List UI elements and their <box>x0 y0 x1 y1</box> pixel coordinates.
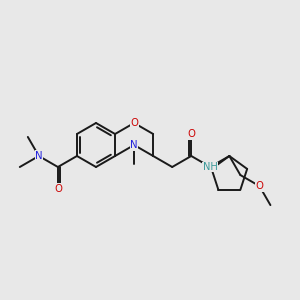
Text: N: N <box>130 140 138 150</box>
Text: O: O <box>54 184 62 194</box>
Text: N: N <box>35 151 43 161</box>
Text: O: O <box>130 118 138 128</box>
Text: NH: NH <box>203 162 218 172</box>
Text: O: O <box>255 181 263 191</box>
Text: O: O <box>187 129 195 139</box>
